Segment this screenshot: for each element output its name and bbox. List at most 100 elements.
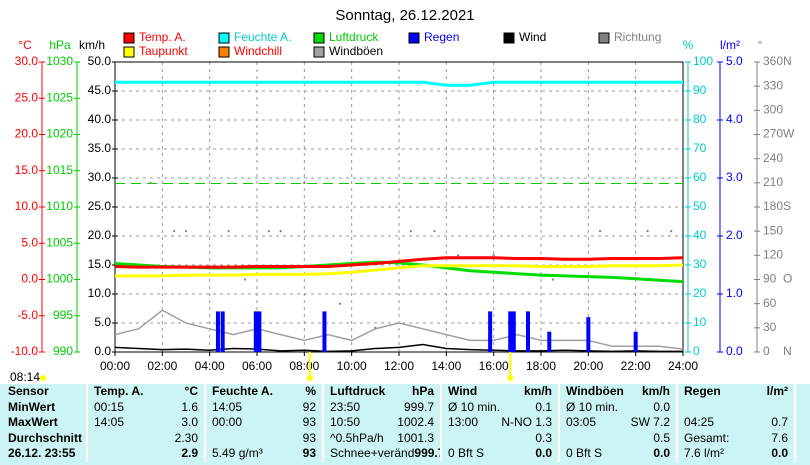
y-tick-label: 20.0: [88, 228, 112, 242]
cell-text: ^0.5hPa/h: [330, 430, 384, 445]
cell-text: 0.5: [653, 430, 670, 445]
y-tick-label: 10.0: [15, 199, 39, 213]
direction-dot: [409, 230, 412, 233]
legend-swatch: [598, 32, 610, 44]
rain-bar: [220, 311, 225, 352]
y-tick-label: 15.0: [15, 163, 39, 177]
table-cell: 2.30: [88, 430, 206, 446]
cell-text: 93: [302, 430, 316, 445]
rain-bar: [511, 311, 516, 352]
cell-text: 0 Bft S: [448, 446, 485, 460]
cell-text: 999.7: [414, 446, 442, 460]
cell-text: 5.49 g/m³: [212, 446, 263, 460]
y-tick-label: 360: [763, 54, 783, 68]
y-tick-label: 1.0: [726, 286, 743, 300]
legend-label: Temp. A.: [139, 30, 186, 44]
direction-dot: [267, 230, 270, 233]
sunrise-dot: [306, 375, 313, 381]
x-tick-label: 08:00: [289, 359, 319, 373]
table-cell: 23:50 999.7: [324, 399, 442, 415]
y-tick-label: 70: [693, 141, 707, 155]
sun-icon: [40, 375, 46, 381]
y-tick-label: 20.0: [15, 127, 39, 141]
cell-text: %: [305, 384, 316, 398]
y-tick-label: 100: [693, 54, 713, 68]
cell-text: 0.1: [535, 399, 552, 414]
cell-text: 13:00: [448, 415, 479, 429]
cell-text: 7.6 l/m²: [684, 446, 725, 460]
table-cell: 93: [206, 430, 324, 446]
table-cell: [678, 399, 796, 415]
compass-label: W: [783, 127, 795, 141]
axis-title: %: [683, 38, 694, 52]
direction-dot: [492, 254, 495, 257]
table-cell: Temp. A. °C: [88, 384, 206, 400]
y-tick-label: 50.0: [88, 54, 112, 68]
table-row: MaxWert 14:05 3.0 00:00 93 10:50 1002.4 13:00 N-…: [0, 415, 810, 431]
cell-text: MaxWert: [8, 415, 58, 429]
cell-text: Ø 10 min.: [448, 399, 501, 414]
table-cell: Durchschnitt: [0, 430, 88, 446]
x-tick-label: 06:00: [242, 359, 272, 373]
x-tick-label: 24:00: [668, 359, 698, 373]
y-tick-label: 60: [693, 170, 707, 184]
y-tick-label: 5.0: [21, 235, 38, 249]
legend-swatch: [123, 32, 135, 44]
cell-text: 2.30: [174, 430, 198, 445]
cell-text: Temp. A.: [94, 384, 144, 398]
rain-bar: [488, 311, 493, 352]
table-cell: 00:00 93: [206, 415, 324, 431]
y-tick-label: 1010: [46, 199, 73, 213]
cell-text: 999.7: [403, 399, 434, 414]
y-tick-label: 15.0: [88, 257, 112, 271]
y-tick-label: 30: [693, 257, 707, 271]
rain-bar: [508, 311, 513, 352]
y-tick-label: 4.0: [726, 112, 743, 126]
direction-dot: [227, 230, 230, 233]
table-cell: 10:50 1002.4: [324, 415, 442, 431]
cell-text: hPa: [411, 384, 434, 398]
table-row: Sensor Temp. A. °C Feuchte A.% Luftdruck hPa W…: [0, 384, 810, 400]
table-cell: 0 Bft S 0.0: [560, 446, 678, 462]
cell-text: 0.0: [771, 446, 788, 460]
table-row: MinWert 00:15 1.6 14:05 92 23:50 999.7 Ø 10 min…: [0, 399, 810, 415]
rain-bar: [586, 317, 591, 352]
direction-dot: [433, 230, 436, 233]
legend-swatch: [218, 46, 230, 58]
cell-text: 00:00: [212, 415, 243, 429]
direction-dot: [551, 278, 554, 281]
compass-label: S: [783, 199, 791, 213]
cell-text: km/h: [523, 384, 552, 398]
cell-text: 04:25: [684, 415, 715, 429]
direction-dot: [599, 230, 602, 233]
y-tick-label: -5.0: [17, 308, 38, 322]
compass-label: N: [783, 344, 792, 358]
y-tick-label: 1025: [46, 90, 73, 104]
y-tick-label: 0.0: [726, 344, 743, 358]
table-cell: 0 Bft S 0.0: [442, 446, 560, 462]
y-tick-label: 40: [693, 228, 707, 242]
y-tick-label: 120: [763, 248, 783, 262]
y-tick-label: 0.0: [21, 272, 38, 286]
cell-text: Schnee+veränd: [330, 446, 415, 460]
x-tick-label: 02:00: [147, 359, 177, 373]
direction-dot: [279, 230, 282, 233]
y-tick-label: 270: [763, 127, 783, 141]
plot-area: [115, 62, 683, 352]
y-tick-label: 35.0: [88, 141, 112, 155]
cell-text: N-NO 1.3: [501, 415, 552, 429]
direction-dot: [374, 326, 377, 329]
direction-dot: [338, 302, 341, 305]
cell-text: 0.0: [653, 399, 670, 414]
legend-swatch: [503, 32, 515, 44]
y-tick-label: 990: [53, 344, 73, 358]
y-tick-label: 1000: [46, 272, 73, 286]
x-tick-label: 10:00: [337, 359, 367, 373]
cell-text: 10:50: [330, 415, 361, 429]
cell-text: 14:05: [94, 415, 125, 429]
legend-label: Windchill: [234, 44, 282, 58]
y-tick-label: 10: [693, 315, 707, 329]
cell-text: km/h: [641, 384, 670, 398]
cell-text: °C: [184, 384, 198, 398]
table-cell: Windböen km/h: [560, 384, 678, 400]
